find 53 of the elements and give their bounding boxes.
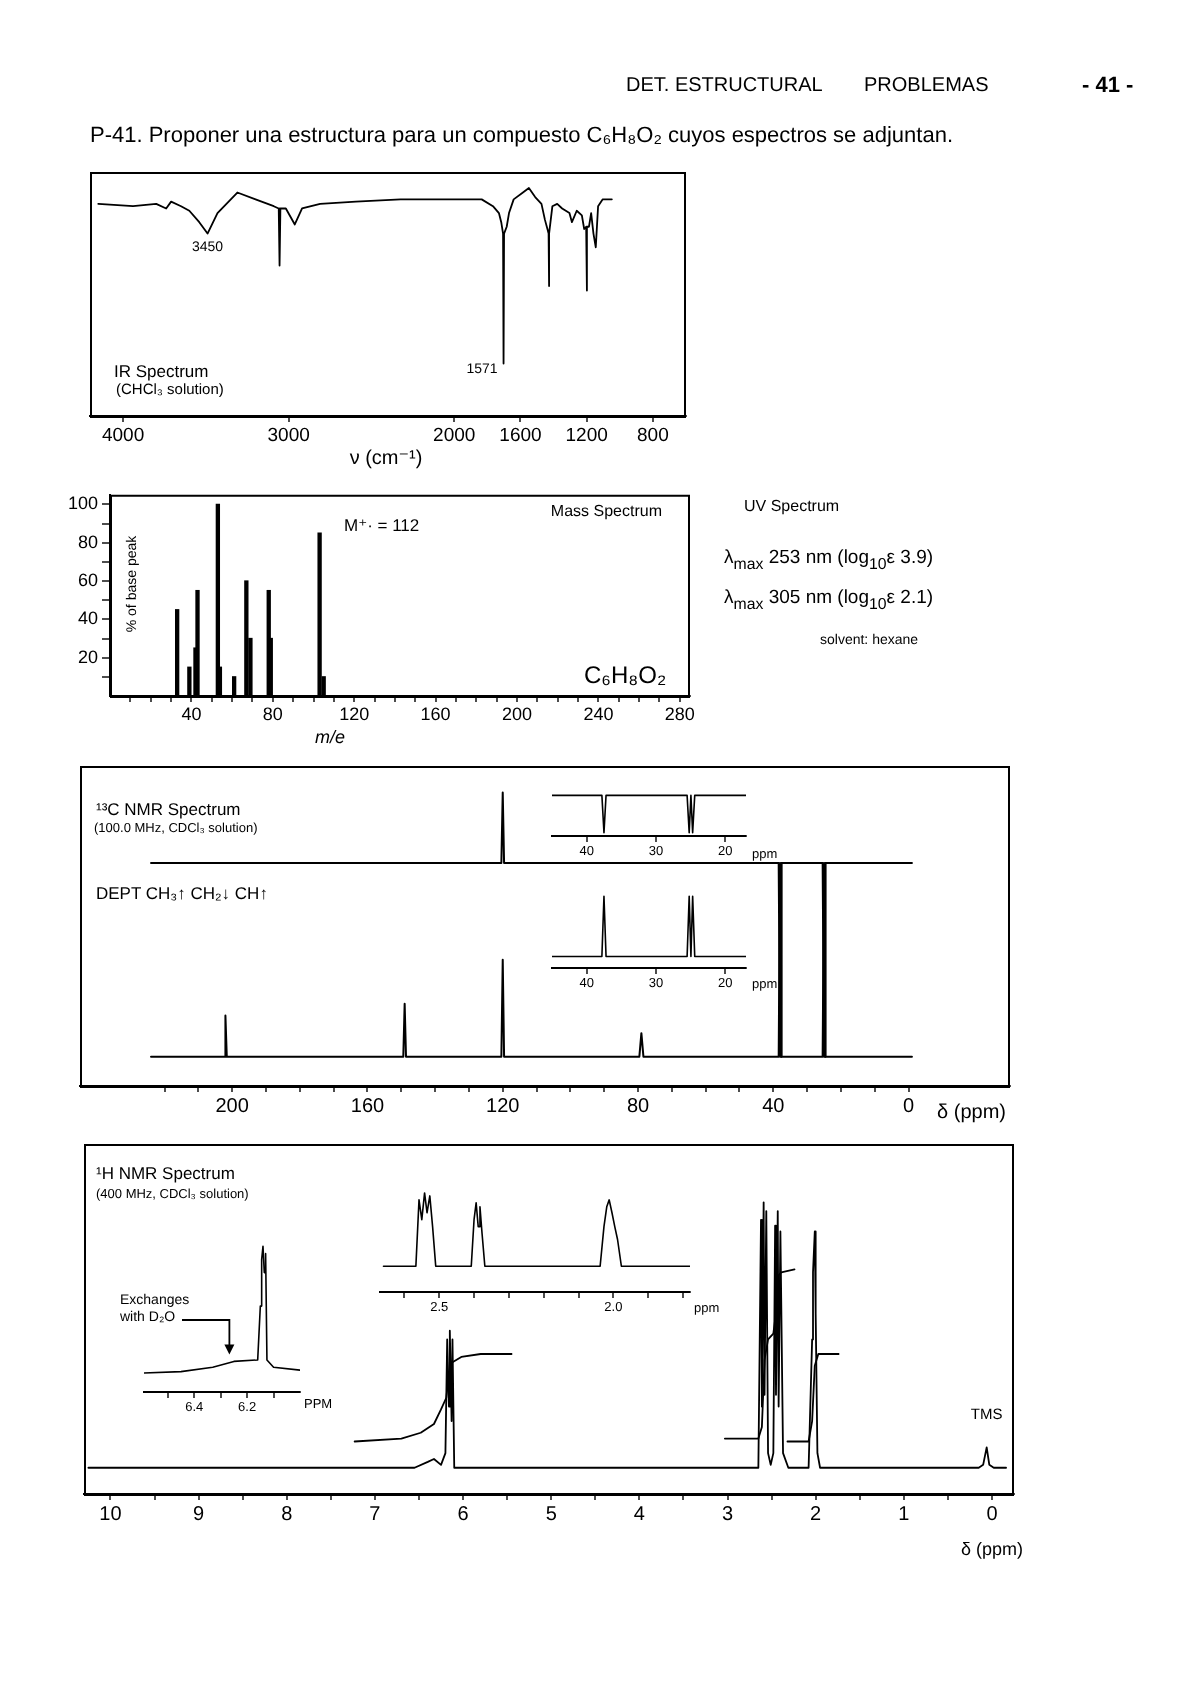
text: DET. ESTRUCTURAL [626,75,823,97]
x-tick-label: 80 [626,1095,650,1118]
y-tick-label: 20 [77,646,98,667]
x-tick-label: 160 [350,1095,386,1118]
x-tick-label: 160 [420,703,451,724]
y-tick-label: 60 [77,570,98,590]
x-tick-label: 3 [721,1503,734,1526]
x-tick-label: 80 [262,703,283,724]
x-tick-label: 4000 [101,424,145,447]
x-tick-label: 1600 [499,424,542,447]
x-tick-label: 0 [902,1095,915,1118]
x-tick-label: 240 [583,703,614,724]
x-tick-label: 3000 [267,424,310,447]
x-axis-title: ν (cm⁻¹) [349,447,423,470]
x-tick-label: 1200 [565,424,608,447]
x-tick-label: 1 [898,1503,911,1526]
x-tick-label: 9 [193,1503,206,1526]
x-tick-label: 200 [501,703,533,724]
x-axis-title: m/e [314,727,346,747]
text: λ$_{max}$ 253 nm (log$_{10}$ε 3.9) [724,547,934,575]
text: λ$_{max}$ 305 nm (log$_{10}$ε 2.1) [724,587,934,615]
x-tick-label: 2000 [433,424,476,447]
x-tick-label: 6 [457,1503,470,1526]
x-tick-label: 200 [215,1095,250,1118]
y-tick-label: 80 [77,531,98,552]
text: Mass Spectrum [550,502,663,521]
x-tick-label: 280 [664,703,695,724]
text: UV Spectrum [744,497,840,517]
x-tick-label: 0 [986,1503,999,1526]
y-tick-label: 40 [77,608,98,629]
chart-title: ¹³C NMR Spectrum [96,798,241,819]
x-axis-title: δ (ppm) [937,1101,1006,1124]
annotation: C₆H₈O₂ [584,660,667,689]
text: PROBLEMAS [864,75,989,97]
text: - 41 - [1082,73,1134,99]
x-tick-label: 8 [281,1503,294,1526]
x-tick-label: 2 [810,1503,823,1526]
x-tick-label: 120 [339,703,370,724]
annotation: DEPT CH₃↑ CH₂↓ CH↑ [96,882,268,903]
x-axis-title: δ (ppm) [960,1538,1023,1559]
x-tick-label: 5 [545,1503,558,1526]
annotation: M⁺· = 112 [344,514,420,535]
x-tick-label: 40 [181,703,202,724]
chart-title: ¹H NMR Spectrum [96,1162,235,1183]
x-tick-label: 800 [637,424,669,447]
x-tick-label: 120 [486,1095,521,1118]
y-tick-label: 100 [67,493,98,514]
x-tick-label: 10 [99,1503,123,1526]
text: IR Spectrum [114,360,209,381]
x-tick-label: 4 [633,1503,646,1526]
x-tick-label: 40 [762,1095,786,1118]
x-tick-label: 7 [369,1503,382,1526]
text: P-41. Proponer una estructura para un compuesto C₆H₈O₂ cuyos espectros se adjuntan. [90,123,953,149]
